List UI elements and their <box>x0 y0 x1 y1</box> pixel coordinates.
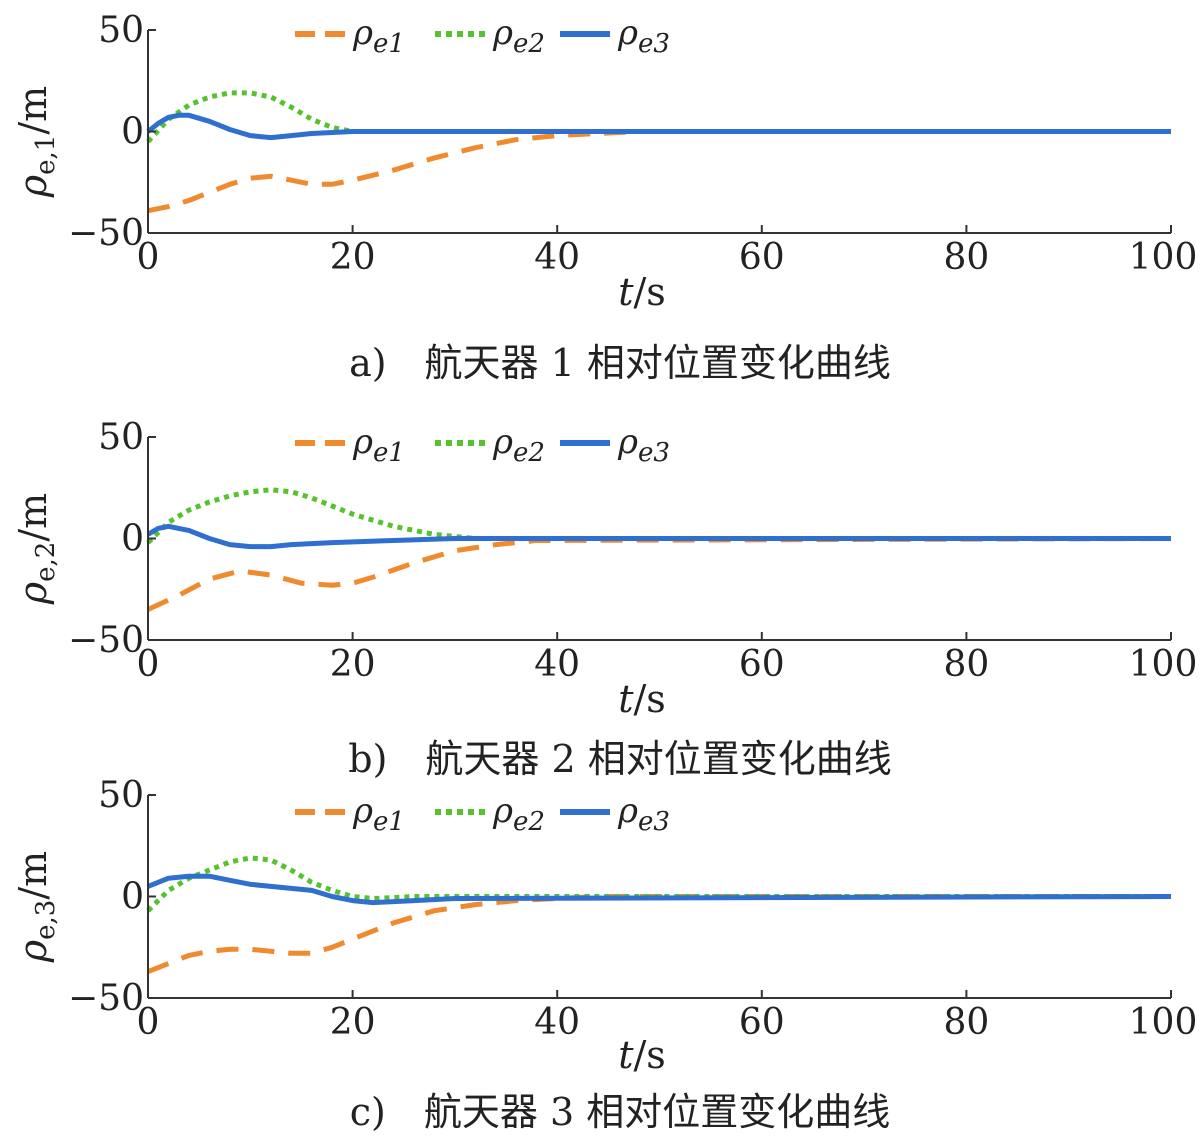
y-tick-label: 0 <box>121 519 144 560</box>
x-tick-label: 0 <box>137 1002 160 1043</box>
x-tick-label: 40 <box>534 644 580 685</box>
series-line-rho-e2 <box>146 487 1171 545</box>
legend-label: ρe2 <box>492 13 545 59</box>
x-tick-label: 20 <box>330 1002 376 1043</box>
y-tick-label: −50 <box>68 213 144 254</box>
x-tick-label: 60 <box>739 237 785 278</box>
series-line-rho-e3 <box>146 523 1171 550</box>
x-tick-label: 60 <box>739 644 785 685</box>
series-line-rho-e1 <box>147 129 1171 214</box>
legend-label: ρe3 <box>617 422 670 468</box>
series-line-rho-e3 <box>147 873 1172 906</box>
legend-label: ρe2 <box>492 422 545 468</box>
panel-caption: c) 航天器 3 相对位置变化曲线 <box>350 1090 890 1134</box>
x-axis-label: t/s <box>618 677 666 721</box>
y-tick-label: 50 <box>98 775 144 816</box>
y-tick-label: 50 <box>98 10 144 51</box>
x-tick-label: 80 <box>943 237 989 278</box>
y-tick-label: −50 <box>68 620 144 661</box>
legend-label: ρe1 <box>352 13 405 59</box>
y-axis-label: ρe,1/m <box>11 86 61 198</box>
x-tick-label: 20 <box>330 237 376 278</box>
x-tick-label: 40 <box>534 237 580 278</box>
y-axis-label: ρe,3/m <box>11 851 61 963</box>
legend-label: ρe1 <box>352 791 405 837</box>
y-tick-label: 50 <box>98 417 144 458</box>
legend-label: ρe3 <box>617 791 670 837</box>
series-line-rho-e1 <box>146 536 1172 612</box>
x-tick-label: 100 <box>1129 644 1198 685</box>
x-axis-label: t/s <box>618 1033 666 1077</box>
panel-caption: a) 航天器 1 相对位置变化曲线 <box>349 341 891 385</box>
y-tick-label: −50 <box>68 978 144 1019</box>
legend-label: ρe3 <box>617 13 670 59</box>
x-axis-label: t/s <box>618 270 666 314</box>
series-line-rho-e1 <box>147 894 1171 974</box>
x-tick-label: 100 <box>1129 237 1198 278</box>
y-axis-label: ρe,2/m <box>11 493 61 605</box>
legend-label: ρe1 <box>352 422 405 468</box>
x-tick-label: 60 <box>739 1002 785 1043</box>
x-tick-label: 20 <box>330 644 376 685</box>
x-tick-label: 80 <box>943 644 989 685</box>
y-tick-label: 0 <box>121 112 144 153</box>
x-tick-label: 100 <box>1129 1002 1198 1043</box>
legend-label: ρe2 <box>492 791 545 837</box>
x-tick-label: 0 <box>137 644 160 685</box>
x-tick-label: 0 <box>137 237 160 278</box>
series-line-rho-e3 <box>146 112 1171 141</box>
x-tick-label: 80 <box>943 1002 989 1043</box>
panel-caption: b) 航天器 2 相对位置变化曲线 <box>348 737 892 781</box>
x-tick-label: 40 <box>534 1002 580 1043</box>
y-tick-label: 0 <box>121 877 144 918</box>
series-line-rho-e2 <box>146 855 1171 913</box>
